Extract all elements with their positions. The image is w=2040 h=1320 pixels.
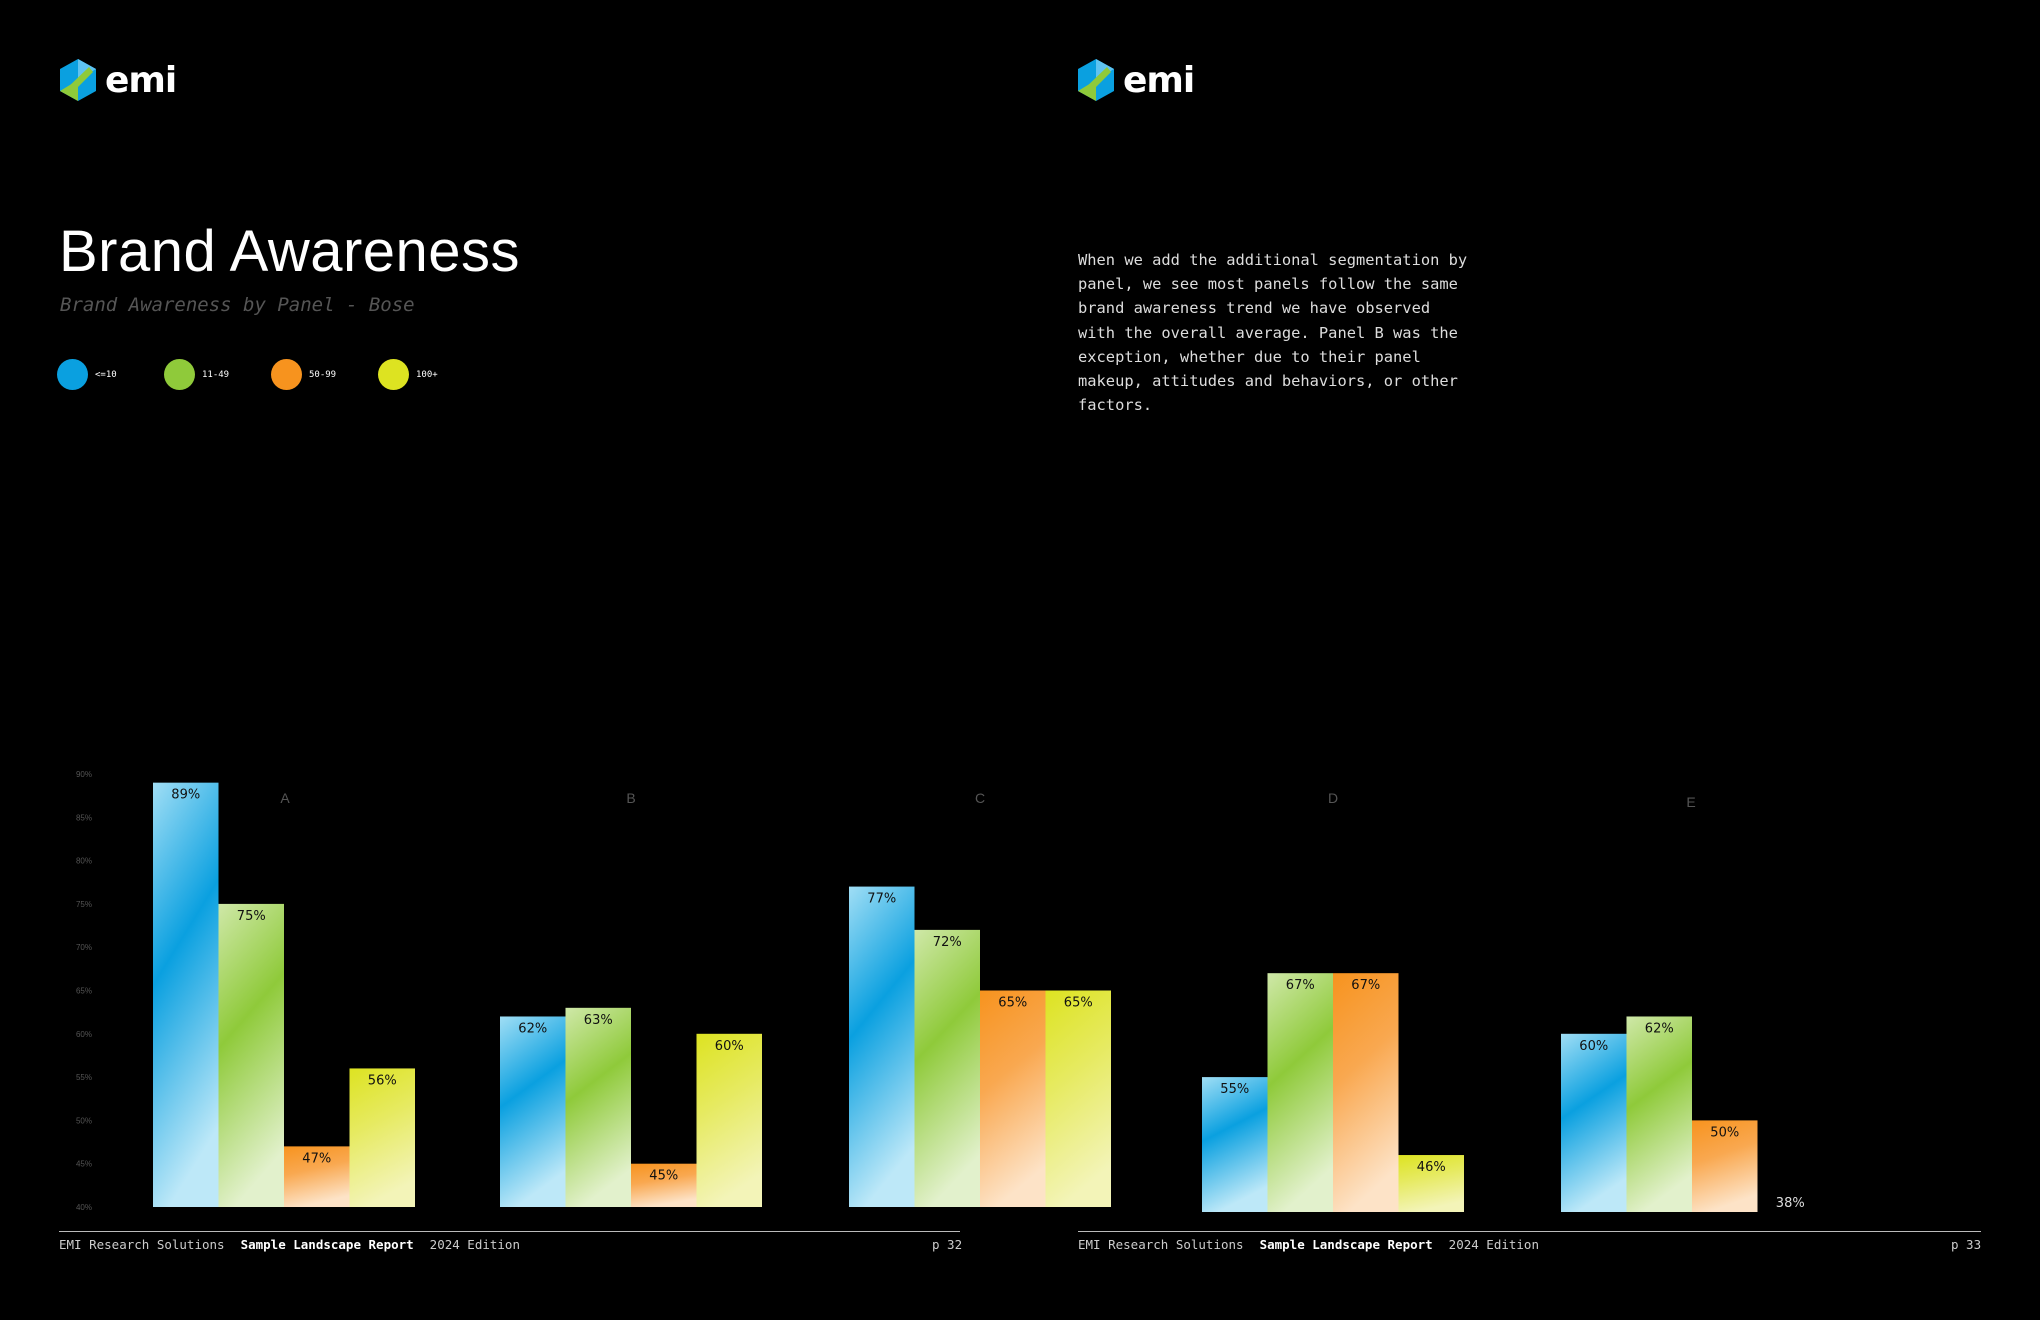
data-label: 38% — [1776, 1196, 1805, 1211]
category-label: C — [975, 790, 985, 806]
brand-logo-right: emi — [1077, 58, 1195, 102]
bar — [849, 886, 915, 1207]
data-label: 67% — [1351, 978, 1380, 993]
y-tick-label: 45% — [76, 1160, 92, 1169]
bar — [1692, 1120, 1758, 1212]
legend-item: 50-99 — [271, 359, 378, 390]
data-label: 50% — [1710, 1125, 1739, 1140]
chart-legend: <=10 11-49 50-99 100+ — [57, 359, 485, 390]
commentary-text: When we add the additional segmentation … — [1078, 251, 1468, 415]
footer-company: EMI Research Solutions — [1078, 1237, 1244, 1252]
bar — [696, 1033, 762, 1207]
category-label: E — [1686, 794, 1695, 810]
brand-wordmark: emi — [105, 59, 177, 101]
footer-divider — [59, 1231, 960, 1232]
data-label: 65% — [1064, 996, 1093, 1011]
data-label: 55% — [1220, 1082, 1249, 1097]
data-label: 45% — [649, 1169, 678, 1184]
legend-label: <=10 — [95, 369, 117, 380]
y-tick-label: 40% — [76, 1203, 92, 1212]
bar — [1398, 1155, 1464, 1212]
data-label: 46% — [1417, 1160, 1446, 1175]
bar — [1267, 973, 1333, 1212]
data-label: 89% — [171, 788, 200, 803]
bar — [284, 1146, 350, 1207]
data-label: 60% — [715, 1039, 744, 1054]
footer-divider — [1078, 1231, 1981, 1232]
page-subtitle: Brand Awareness by Panel - Bose — [60, 294, 415, 316]
category-label: D — [1328, 790, 1338, 806]
legend-label: 11-49 — [202, 369, 230, 380]
bar — [980, 990, 1046, 1207]
emi-logo-icon — [1078, 59, 1114, 101]
bar — [218, 903, 284, 1207]
y-tick-label: 80% — [76, 857, 92, 866]
footer-report: Sample Landscape Report — [240, 1237, 414, 1252]
data-label: 47% — [302, 1151, 331, 1166]
bar — [153, 782, 219, 1207]
brand-wordmark: emi — [1123, 59, 1195, 101]
y-tick-label: 55% — [76, 1073, 92, 1082]
y-tick-label: 75% — [76, 900, 92, 909]
data-label: 62% — [1645, 1021, 1674, 1036]
brand-logo-left: emi — [59, 58, 177, 102]
data-label: 72% — [933, 935, 962, 950]
data-label: 56% — [368, 1073, 397, 1088]
bar — [631, 1163, 697, 1207]
footer-left: EMI Research Solutions Sample Landscape … — [59, 1237, 536, 1252]
legend-item: <=10 — [57, 359, 164, 390]
legend-item: 11-49 — [164, 359, 271, 390]
footer-company: EMI Research Solutions — [59, 1237, 225, 1252]
emi-logo-icon — [60, 59, 96, 101]
data-label: 77% — [867, 892, 896, 907]
legend-swatch — [271, 359, 302, 390]
y-tick-label: 90% — [76, 770, 92, 779]
bar — [1626, 1016, 1692, 1212]
y-tick-label: 65% — [76, 987, 92, 996]
footer-edition: 2024 Edition — [1448, 1237, 1539, 1252]
bar — [1202, 1077, 1268, 1212]
legend-label: 50-99 — [309, 369, 337, 380]
bar — [500, 1016, 566, 1207]
bar — [1561, 1033, 1627, 1212]
data-label: 75% — [237, 909, 266, 924]
legend-label: 100+ — [416, 369, 438, 380]
page-number: p 32 — [932, 1237, 963, 1252]
bar — [1333, 973, 1399, 1212]
category-label: B — [626, 790, 635, 806]
footer-edition: 2024 Edition — [429, 1237, 520, 1252]
bar — [349, 1068, 415, 1207]
y-tick-label: 60% — [76, 1030, 92, 1039]
data-label: 62% — [518, 1021, 547, 1036]
page-title: Brand Awareness — [59, 219, 521, 284]
data-label: 60% — [1579, 1039, 1608, 1054]
legend-item: 100+ — [378, 359, 485, 390]
bar — [565, 1007, 631, 1207]
page-number: p 33 — [1951, 1237, 1982, 1252]
data-label: 63% — [584, 1013, 613, 1028]
y-tick-label: 50% — [76, 1116, 92, 1125]
data-label: 65% — [998, 996, 1027, 1011]
bar — [1045, 990, 1111, 1207]
legend-swatch — [164, 359, 195, 390]
footer-report: Sample Landscape Report — [1259, 1237, 1433, 1252]
category-label: A — [280, 790, 290, 806]
y-tick-label: 85% — [76, 813, 92, 822]
legend-swatch — [57, 359, 88, 390]
y-tick-label: 70% — [76, 943, 92, 952]
legend-swatch — [378, 359, 409, 390]
data-label: 67% — [1286, 978, 1315, 993]
footer-right: EMI Research Solutions Sample Landscape … — [1078, 1237, 1555, 1252]
bar — [914, 929, 980, 1207]
